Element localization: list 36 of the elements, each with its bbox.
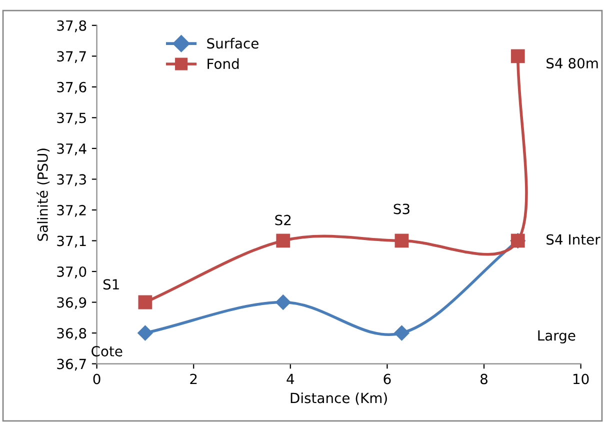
x-tick-label: 8 xyxy=(480,374,488,384)
x-tick-label: 4 xyxy=(286,374,294,384)
point xyxy=(510,49,525,64)
annotation: S4 80m xyxy=(546,58,598,69)
y-tick-label: 37,3 xyxy=(57,174,86,186)
point xyxy=(394,234,409,248)
annotation: Large xyxy=(538,330,576,344)
point xyxy=(276,294,291,310)
y-tick-label: 36,7 xyxy=(57,358,86,371)
y-tick-label: 37,5 xyxy=(57,112,86,125)
y-tick-label: 37,0 xyxy=(57,266,86,278)
y-tick-label: 37,7 xyxy=(57,51,86,64)
y-axis-title: Salinité (PSU) xyxy=(36,148,50,241)
y-tick-label: 37,2 xyxy=(57,204,86,217)
x-tick-label: 2 xyxy=(190,374,197,384)
legend-label: Surface xyxy=(207,38,258,49)
annotation: S3 xyxy=(394,204,410,214)
legend-label: Fond xyxy=(208,58,239,70)
y-tick-label: 36,9 xyxy=(57,297,86,310)
point xyxy=(138,325,153,341)
point xyxy=(394,325,410,341)
x-tick-label: 10 xyxy=(573,374,589,384)
point xyxy=(138,295,152,310)
point xyxy=(276,234,290,248)
annotation: S1 xyxy=(103,279,119,290)
y-tick-label: 36,8 xyxy=(57,328,86,340)
y-tick-label: 37,8 xyxy=(57,20,86,32)
y-tick-label: 37,6 xyxy=(57,82,86,94)
y-tick-label: 37,4 xyxy=(57,143,86,156)
y-tick-label: 37,1 xyxy=(57,236,86,248)
annotation: S4 Inter xyxy=(546,234,600,245)
x-axis-title: Distance (Km) xyxy=(290,392,387,405)
x-tick-label: 6 xyxy=(384,374,391,384)
x-tick-label: 0 xyxy=(93,374,100,384)
annotation: Cote xyxy=(92,346,122,356)
annotation: S2 xyxy=(275,214,291,226)
